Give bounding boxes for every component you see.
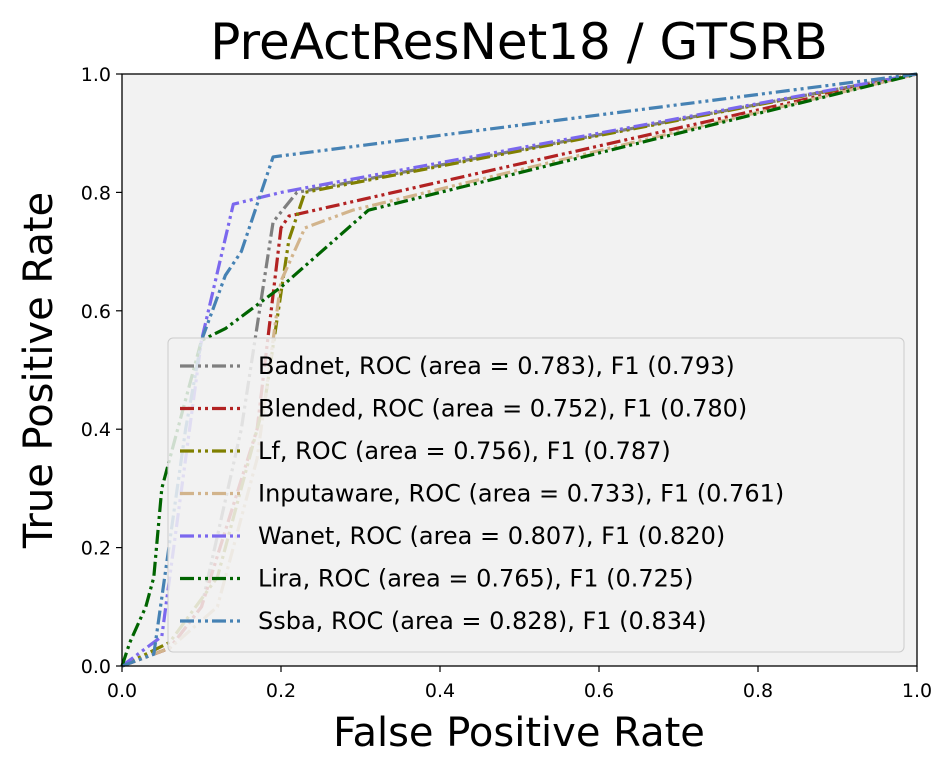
x-tick-label: 0.4 — [425, 680, 455, 702]
legend-label-1: Blended, ROC (area = 0.752), F1 (0.780) — [258, 395, 747, 423]
chart-title: PreActResNet18 / GTSRB — [210, 13, 828, 71]
legend-label-0: Badnet, ROC (area = 0.783), F1 (0.793) — [258, 352, 735, 380]
x-tick-label: 1.0 — [902, 680, 932, 702]
plot-frame — [121, 73, 918, 667]
legend-box — [167, 337, 905, 653]
legend-label-5: Lira, ROC (area = 0.765), F1 (0.725) — [258, 565, 694, 593]
legend-label-4: Wanet, ROC (area = 0.807), F1 (0.820) — [258, 522, 725, 550]
legend-label-3: Inputaware, ROC (area = 0.733), F1 (0.76… — [258, 480, 784, 508]
y-tick-label: 0.0 — [81, 656, 111, 678]
series-line-6 — [121, 72, 918, 668]
legend-label-2: Lf, ROC (area = 0.756), F1 (0.787) — [258, 437, 671, 465]
series-line-4 — [121, 72, 918, 668]
x-tick-label: 0.8 — [743, 680, 773, 702]
legend: Badnet, ROC (area = 0.783), F1 (0.793) Bl… — [167, 337, 905, 653]
x-tick-label: 0.6 — [584, 680, 614, 702]
y-tick-label: 1.0 — [81, 64, 111, 86]
x-tick-label: 0.2 — [266, 680, 296, 702]
y-tick-label: 0.6 — [81, 301, 111, 323]
y-tick-label: 0.4 — [81, 419, 111, 441]
y-axis-label: True Positive Rate — [16, 192, 62, 549]
ticks-layer: 0.0 0.2 0.4 0.6 0.8 1.0 0.0 0.2 0.4 0.6 0.8 1.0 — [81, 64, 932, 702]
y-tick-label: 0.2 — [81, 538, 111, 560]
series-line-5 — [120, 72, 918, 667]
y-tick-label: 0.8 — [81, 182, 111, 204]
x-tick-label: 0.0 — [107, 680, 137, 702]
x-axis-label: False Positive Rate — [333, 710, 705, 756]
legend-label-6: Ssba, ROC (area = 0.828), F1 (0.834) — [258, 607, 707, 635]
